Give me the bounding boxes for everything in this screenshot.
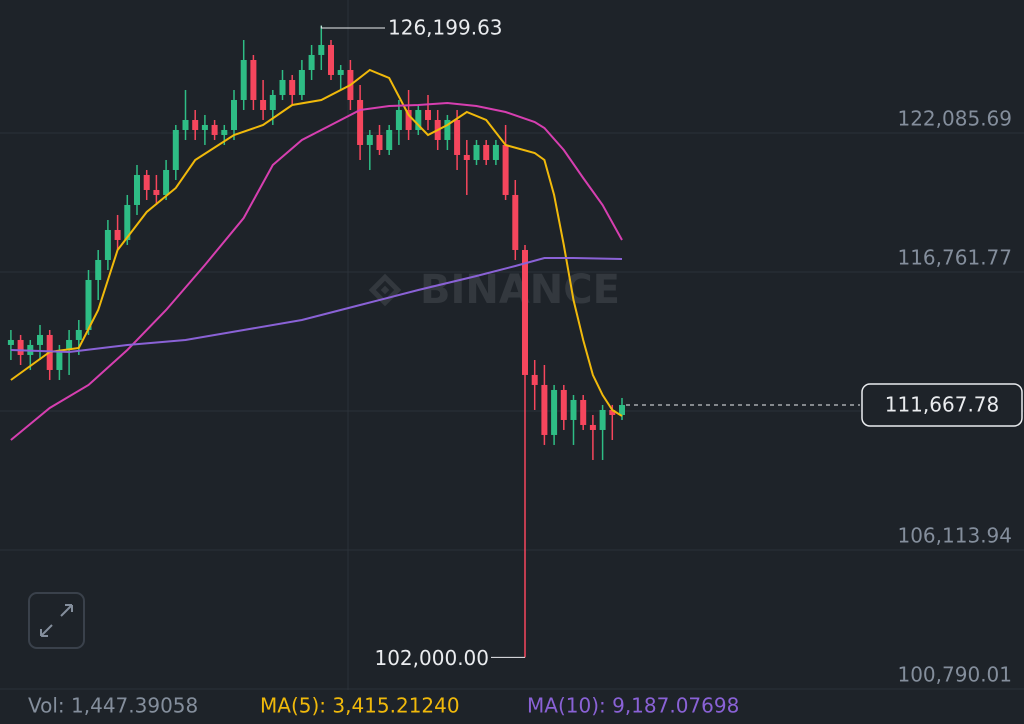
candle-body: [182, 119, 189, 130]
footer-ma5: MA(5): 3,415.21240: [260, 694, 460, 718]
y-tick-label: 116,761.77: [897, 246, 1012, 270]
candle-body: [17, 339, 24, 355]
y-tick-label: 106,113.94: [897, 524, 1012, 548]
candle-body: [337, 69, 344, 75]
last-price-box: [861, 383, 1023, 427]
candle-body: [85, 279, 92, 330]
candle-body: [599, 409, 606, 430]
candle-body: [483, 144, 490, 160]
candle-body: [163, 169, 170, 195]
candle-body: [221, 129, 228, 135]
ma-line: [10, 68, 623, 417]
candle-body: [589, 424, 596, 430]
ma-line: [10, 101, 623, 441]
candle-body: [376, 134, 383, 150]
annotation-label: 102,000.00: [374, 646, 489, 670]
candle-body: [415, 109, 422, 130]
last-price-label: 111,667.78: [885, 393, 1000, 417]
candle-body: [502, 144, 509, 195]
candle-body: [250, 59, 257, 100]
candle-body: [512, 194, 519, 250]
candle-body: [37, 334, 43, 345]
candle-body: [444, 119, 451, 140]
candle-body: [308, 54, 315, 70]
candle-body: [75, 329, 82, 340]
candle-body: [531, 374, 538, 385]
candle-body: [56, 349, 63, 370]
footer-vol: Vol: 1,447.39058: [28, 694, 198, 718]
candle-body: [7, 339, 14, 345]
candle-body: [473, 144, 480, 160]
candle-body: [405, 109, 412, 130]
candle-body: [95, 259, 102, 280]
candle-body: [492, 144, 499, 160]
footer-ma10: MA(10): 9,187.07698: [527, 694, 739, 718]
candle-body: [560, 389, 567, 420]
candle-body: [124, 204, 131, 240]
candle-body: [366, 134, 373, 145]
candle-body: [609, 409, 616, 415]
candle-body: [580, 399, 587, 425]
candle-body: [153, 189, 160, 195]
candle-body: [279, 79, 286, 95]
candle-body: [231, 99, 237, 130]
candle-body: [260, 99, 267, 110]
candle-body: [269, 94, 276, 110]
candle-body: [172, 129, 179, 170]
ma-line: [10, 257, 623, 354]
candle-body: [211, 124, 218, 135]
candle-body: [454, 119, 461, 155]
candle-body: [318, 44, 325, 55]
candle-body: [570, 399, 577, 420]
expand-frame[interactable]: [28, 592, 85, 649]
candle-body: [240, 59, 247, 100]
candle-body: [298, 69, 305, 95]
y-tick-label: 100,790.01: [897, 663, 1012, 687]
candle-body: [551, 389, 558, 435]
candle-body: [134, 174, 140, 205]
candle-body: [143, 174, 150, 190]
candle-body: [201, 124, 208, 130]
annotation-leader: [320, 25, 385, 29]
y-tick-label: 122,085.69: [897, 107, 1012, 131]
candle-body: [463, 154, 470, 160]
candle-body: [395, 109, 402, 130]
candle-body: [357, 99, 364, 145]
candle-body: [289, 79, 296, 95]
annotation-label: 126,199.63: [388, 16, 503, 40]
plot: 122,085.69116,761.77111,437.86106,113.94…: [0, 16, 1024, 690]
candle-body: [522, 249, 528, 375]
watermark: BINANCE: [368, 267, 620, 313]
candle-body: [541, 384, 548, 435]
candle-body: [192, 119, 199, 130]
candle-body: [114, 229, 121, 240]
candle-body: [619, 405, 625, 415]
candle-body: [425, 109, 431, 120]
candle-body: [104, 229, 111, 260]
candle-body: [328, 44, 334, 75]
candle-body: [66, 339, 73, 350]
watermark-text: BINANCE: [420, 267, 620, 313]
expand-icon: [40, 604, 73, 637]
candle-body: [386, 129, 393, 150]
expand-button[interactable]: [28, 592, 85, 649]
